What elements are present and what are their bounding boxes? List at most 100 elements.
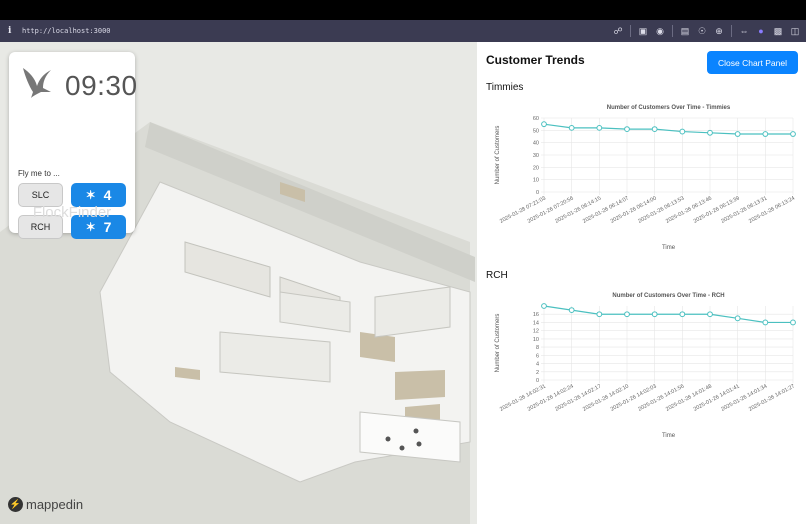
person-icon: ✶ (85, 188, 96, 202)
window-top-bar (0, 0, 806, 20)
count-value: 4 (103, 187, 112, 203)
y-tick-label: 14 (533, 320, 539, 326)
y-tick-label: 12 (533, 329, 539, 335)
x-tick-label: 2025-01-26 14:02:31 (499, 383, 547, 412)
fly-me-label: Fly me to ... (18, 169, 60, 178)
toolbar-icons: ☍ ▣ ◉ ▤ ☉ ⊕ ⇔ ● ▩ ◫ (613, 20, 800, 42)
room-highlight (360, 332, 395, 362)
series-line (543, 305, 793, 324)
y-tick-label: 4 (536, 362, 539, 368)
y-tick-label: 10 (533, 178, 539, 184)
timmies-chart: Number of Customers Over Time - Timmies 0… (495, 105, 796, 251)
section-title-timmies: Timmies (486, 82, 524, 93)
open-area (359, 411, 461, 463)
data-point (568, 307, 575, 314)
data-point (762, 131, 769, 137)
close-chart-panel-button[interactable]: Close Chart Panel (707, 51, 798, 74)
data-point (568, 124, 575, 131)
camera-icon[interactable]: ◉ (656, 26, 664, 36)
sidebar-icon[interactable]: ◫ (790, 26, 800, 36)
y-tick-label: 6 (536, 353, 539, 359)
lightning-icon: ⚡ (8, 497, 23, 512)
data-point (596, 311, 603, 318)
room-highlight (280, 182, 305, 202)
count-button-rch[interactable]: ✶ 7 (71, 215, 126, 239)
person-marker[interactable] (413, 428, 419, 434)
link-icon[interactable]: ☍ (613, 26, 623, 36)
data-point (679, 128, 686, 135)
room-highlight (175, 367, 200, 380)
y-tick-label: 40 (533, 141, 539, 147)
data-point (679, 311, 686, 318)
info-icon[interactable]: i (8, 26, 12, 36)
bird-icon (23, 68, 51, 98)
extension-icon[interactable]: ● (758, 26, 764, 36)
room-highlight (395, 370, 445, 400)
data-point (596, 124, 603, 131)
y-tick-label: 0 (536, 378, 539, 384)
panel-title: Customer Trends (486, 53, 585, 67)
notes-icon[interactable]: ▩ (773, 26, 783, 36)
data-point (541, 121, 547, 128)
y-tick-label: 16 (533, 312, 539, 318)
data-point (790, 319, 796, 326)
data-point (790, 131, 796, 137)
person-marker[interactable] (399, 445, 405, 451)
data-point (707, 311, 713, 318)
screenshot-icon[interactable]: ▣ (638, 26, 648, 36)
series-line (543, 123, 793, 135)
terminal-icon[interactable]: ▤ (680, 26, 690, 36)
data-point (541, 303, 547, 309)
toolbar-divider (731, 25, 732, 37)
responsive-icon[interactable]: ⇔ (739, 26, 749, 36)
person-marker[interactable] (385, 436, 391, 442)
y-tick-label: 50 (533, 128, 539, 134)
count-value: 7 (103, 219, 112, 235)
flock-finder-card: 09:30 Fly me to ... SLC ✶ 4 RCH ✶ 7 Floc… (9, 52, 138, 239)
y-tick-label: 2 (536, 370, 539, 376)
room (219, 331, 331, 383)
data-point (734, 131, 741, 137)
clock-time: 09:30 (65, 70, 138, 101)
x-tick-label: 2025-01-28 07:21:03 (499, 195, 547, 224)
chart-title: Number of Customers Over Time - Timmies (607, 105, 731, 111)
globe-icon[interactable]: ☉ (697, 26, 707, 36)
count-button-slc[interactable]: ✶ 4 (71, 183, 126, 207)
brand-name: FlockFinder (32, 204, 112, 221)
y-tick-label: 30 (533, 153, 539, 159)
y-axis-label: Number of Customers (495, 314, 501, 373)
data-point (624, 311, 630, 318)
chart-panel: Customer Trends Close Chart Panel Timmie… (477, 42, 806, 524)
chart-title: Number of Customers Over Time - RCH (612, 293, 724, 299)
person-icon: ✶ (85, 220, 96, 234)
y-tick-label: 8 (536, 345, 539, 351)
mappedin-text: mappedin (26, 497, 84, 512)
data-point (651, 126, 658, 133)
person-marker[interactable] (416, 441, 422, 447)
x-axis-label: Time (662, 245, 676, 251)
data-point (734, 315, 741, 322)
destination-button-slc[interactable]: SLC (18, 183, 63, 207)
room (279, 291, 351, 333)
y-tick-label: 20 (533, 165, 539, 171)
building-wing (145, 122, 475, 282)
room (184, 241, 271, 298)
y-axis-label: Number of Customers (495, 126, 501, 185)
y-tick-label: 10 (533, 337, 539, 343)
destination-button-rch[interactable]: RCH (18, 215, 63, 239)
rch-chart: Number of Customers Over Time - RCH 0 2 4 6 8… (495, 293, 796, 439)
room (374, 286, 451, 338)
data-point (762, 319, 769, 326)
y-tick-label: 0 (536, 190, 539, 196)
y-tick-label: 60 (533, 116, 539, 122)
section-title-rch: RCH (486, 270, 508, 281)
url-text[interactable]: http://localhost:3000 (22, 27, 111, 35)
mappedin-logo[interactable]: ⚡ mappedin (8, 497, 83, 512)
data-point (707, 129, 713, 136)
data-point (651, 311, 658, 318)
toolbar-divider (630, 25, 631, 37)
x-axis-label: Time (662, 433, 676, 439)
toolbar-divider (672, 25, 673, 37)
crosshair-icon[interactable]: ⊕ (715, 26, 723, 36)
browser-toolbar: i http://localhost:3000 ☍ ▣ ◉ ▤ ☉ ⊕ ⇔ ● … (0, 20, 806, 42)
